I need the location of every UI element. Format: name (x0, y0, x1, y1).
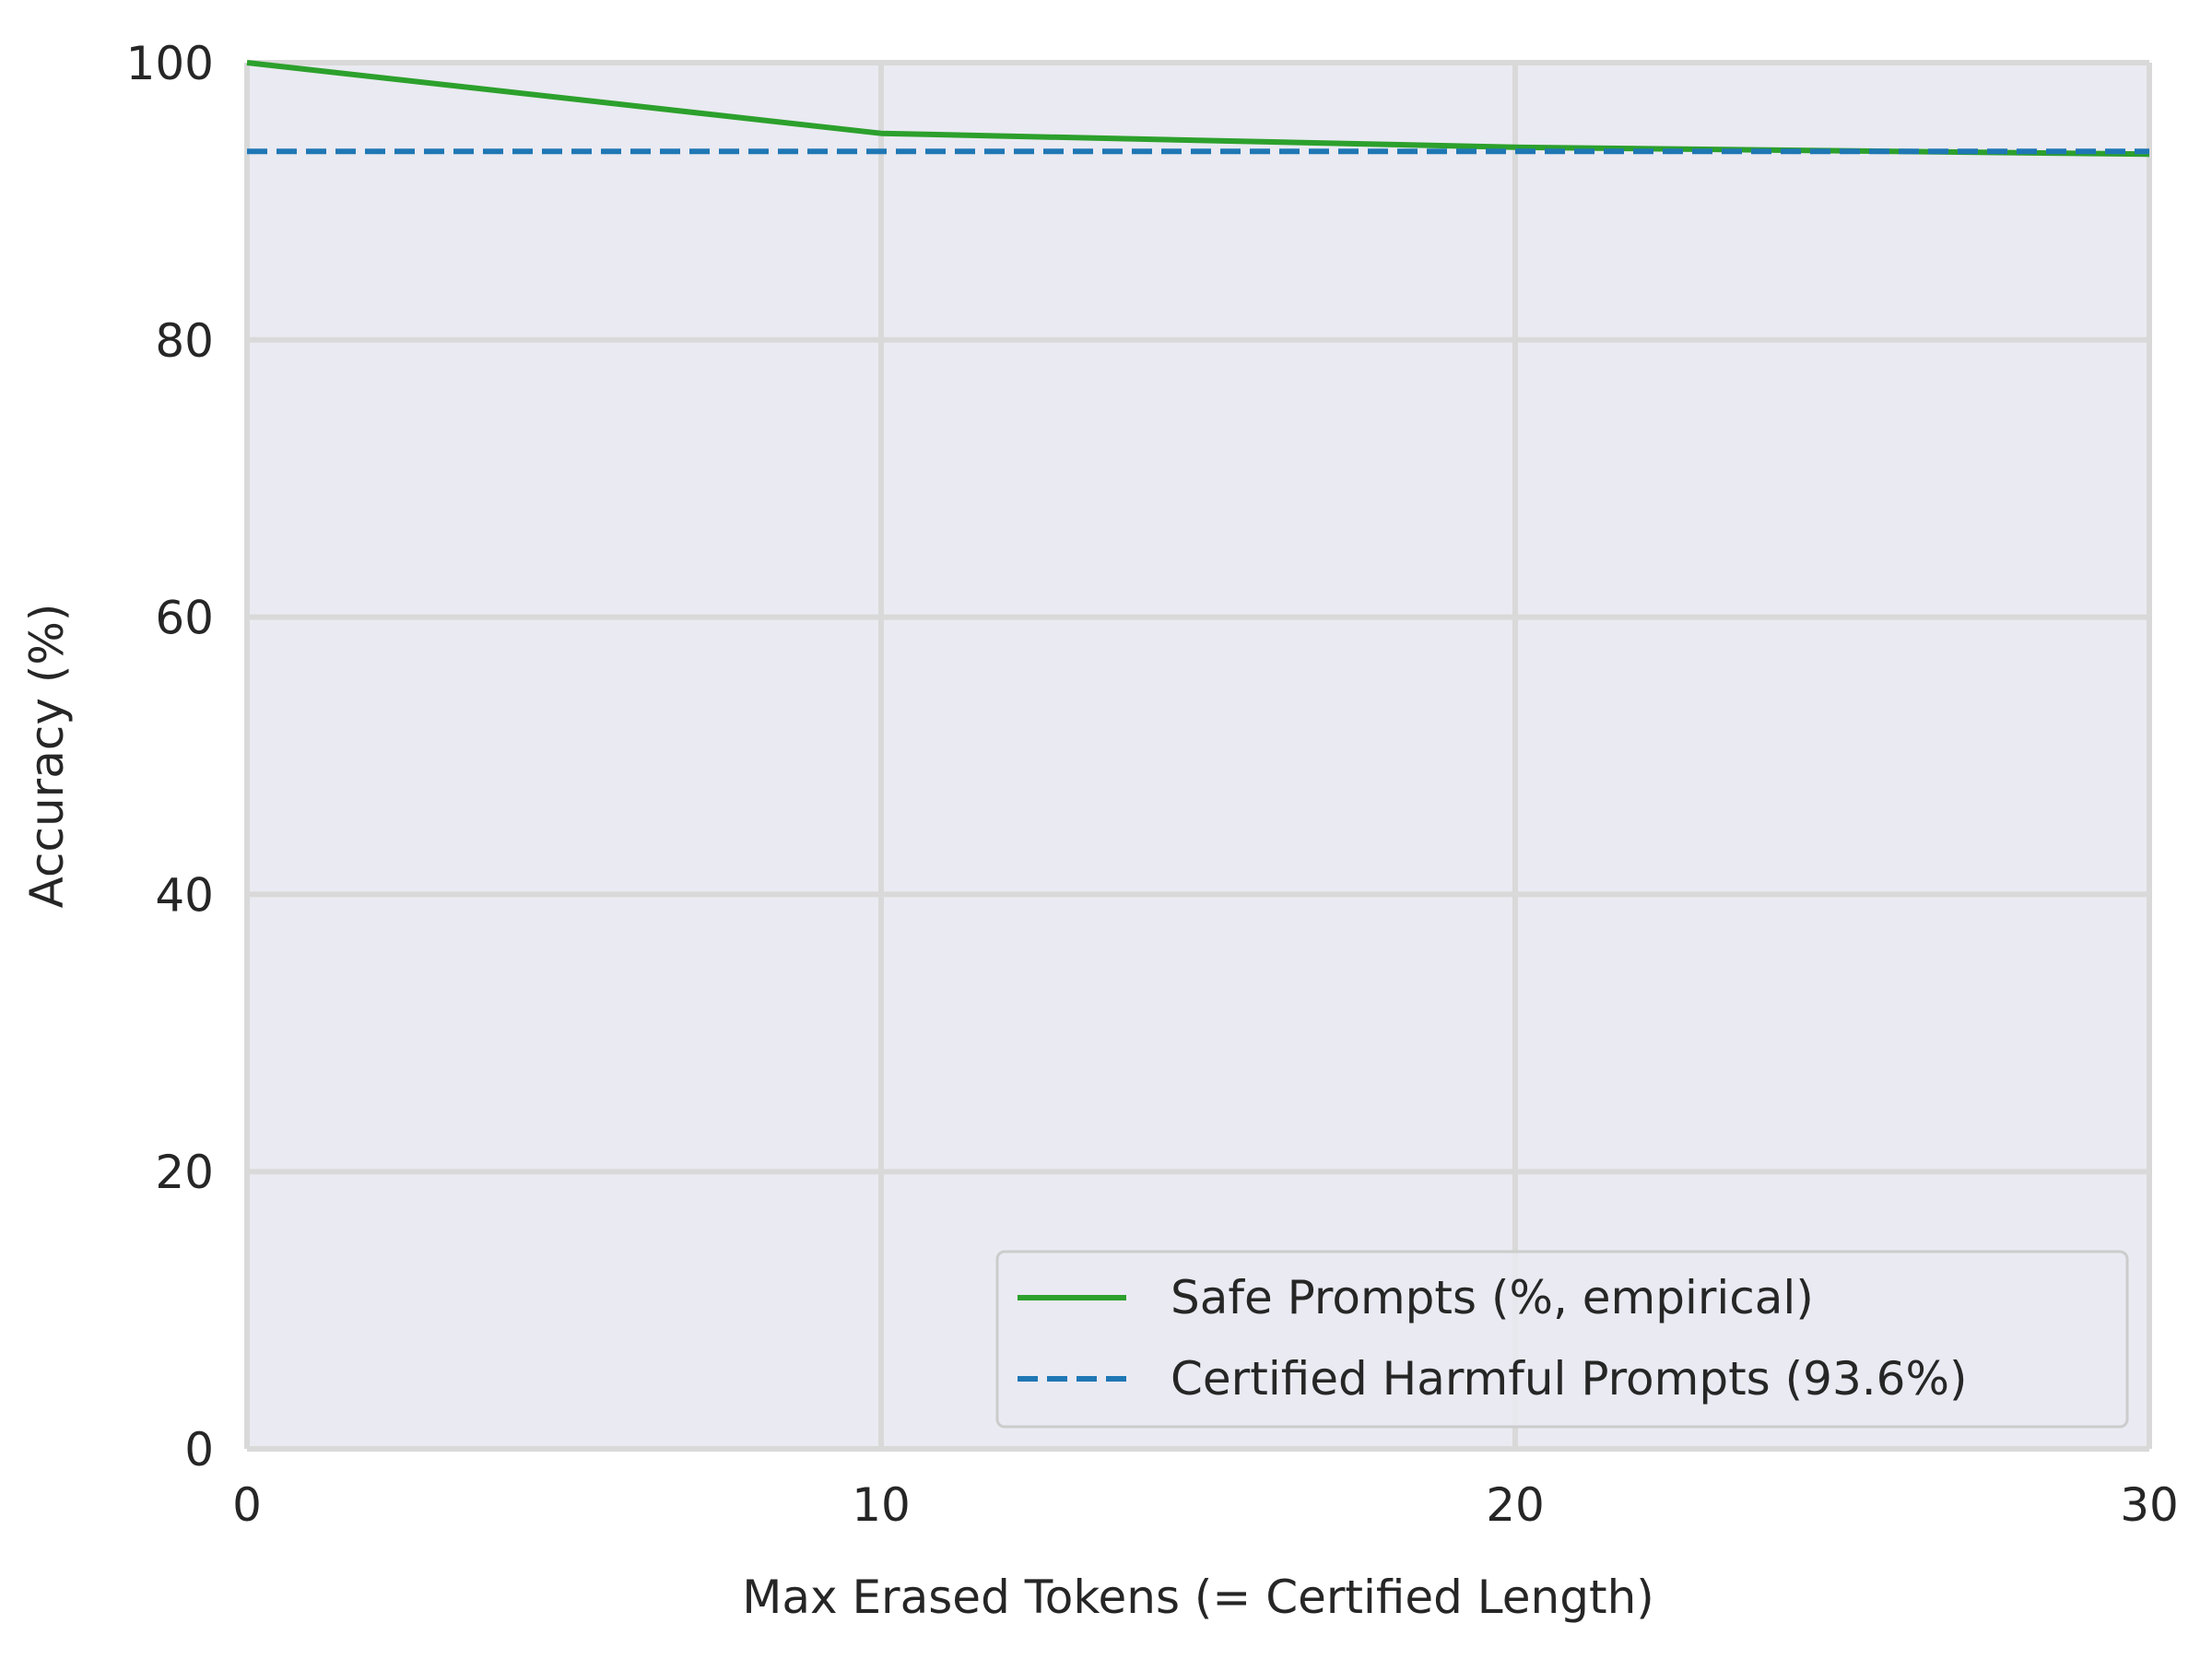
legend-frame (995, 1250, 2129, 1429)
y-axis-title: Accuracy (%) (20, 604, 74, 909)
series-line-0 (246, 60, 2150, 158)
y-tick-label: 100 (126, 37, 214, 90)
plot-area (247, 63, 2149, 1449)
tick-labels: 0 10 20 30 0 20 40 60 80 100 (126, 37, 2179, 1532)
y-tick-label: 40 (155, 868, 214, 922)
y-tick-label: 20 (155, 1146, 214, 1199)
x-tick-label: 30 (2120, 1478, 2179, 1532)
series-layer (246, 60, 2150, 158)
x-axis-title: Max Erased Tokens (= Certified Length) (742, 1571, 1654, 1624)
x-tick-label: 0 (232, 1478, 262, 1532)
y-tick-label: 0 (184, 1423, 214, 1477)
legend-label-0: Safe Prompts (%, empirical) (1171, 1271, 1814, 1324)
grid (244, 60, 2152, 1452)
y-tick-label: 80 (155, 314, 214, 368)
legend: Safe Prompts (%, empirical) Certified Har… (995, 1250, 2129, 1429)
y-tick-label: 60 (155, 592, 214, 645)
legend-label-1: Certified Harmful Prompts (93.6%) (1171, 1352, 1967, 1406)
x-tick-label: 10 (852, 1478, 911, 1532)
x-tick-label: 20 (1486, 1478, 1545, 1532)
